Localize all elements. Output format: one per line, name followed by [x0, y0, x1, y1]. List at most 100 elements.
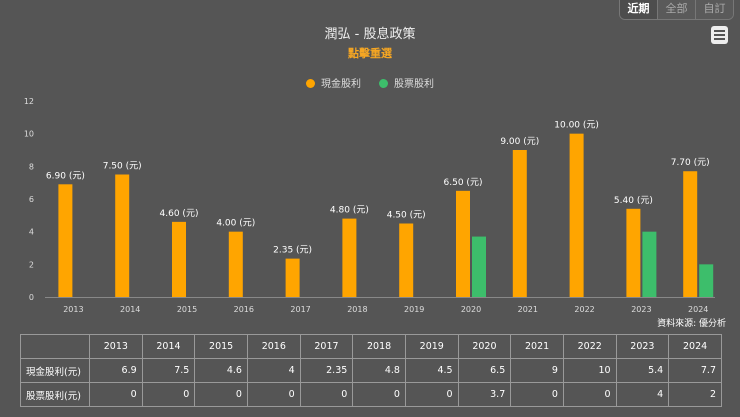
data-source: 資料來源: 優分析 — [657, 319, 726, 329]
column-header: 2018 — [352, 334, 406, 359]
cash-dividend-bar — [569, 133, 584, 297]
legend: 現金股利 股票股利 — [0, 75, 740, 90]
column-header: 2024 — [668, 334, 722, 359]
table-cell: 0 — [562, 382, 617, 407]
table-cell: 4.5 — [404, 358, 459, 383]
table-cell: 7.5 — [141, 358, 196, 383]
table-cell: 0 — [141, 382, 196, 407]
x-tick-label: 2024 — [688, 305, 708, 314]
table-cell: 3.7 — [457, 382, 512, 407]
table-cell: 6.9 — [89, 358, 143, 383]
data-label: 4.60 (元) — [160, 209, 199, 219]
stock-dividend-bar — [699, 264, 714, 297]
legend-label: 現金股利 — [321, 79, 361, 90]
table-row: 股票股利(元) 0 0 0 0 0 0 0 3.7 0 0 4 2 — [20, 382, 722, 407]
table-cell: 0 — [404, 382, 459, 407]
cash-dividend-bar — [626, 208, 641, 297]
y-tick-label: 12 — [24, 97, 34, 106]
hamburger-menu-icon[interactable] — [711, 26, 728, 44]
bar-chart: 0 2 4 6 8 10 12 2013 6.90 (元) 2014 7.50 (元) 2015 4.6… — [24, 97, 715, 314]
y-tick-label: 6 — [29, 195, 34, 204]
table-cell: 9 — [510, 358, 564, 383]
data-label: 4.00 (元) — [216, 219, 255, 229]
x-tick-label: 2018 — [347, 305, 367, 314]
legend-item-stock[interactable]: 股票股利 — [379, 75, 434, 90]
x-tick-label: 2017 — [290, 305, 310, 314]
table-cell: 4.6 — [194, 358, 248, 383]
table-cell: 5.4 — [615, 358, 670, 383]
column-header: 2015 — [194, 334, 248, 359]
cash-dividend-bar — [512, 150, 527, 297]
reselect-link[interactable]: 點擊重選 — [348, 47, 392, 60]
data-label: 7.70 (元) — [671, 158, 710, 168]
stock-dividend-bar — [642, 231, 657, 297]
data-table: 2013 2014 2015 2016 2017 2018 2019 2020 2021 2022… — [20, 334, 722, 407]
range-tabs: 近期 全部 自訂 — [619, 0, 734, 20]
column-header — [20, 334, 90, 359]
column-header: 2014 — [141, 334, 196, 359]
table-header-row: 2013 2014 2015 2016 2017 2018 2019 2020 2021 2022… — [20, 334, 722, 359]
cash-dividend-bar — [342, 218, 357, 297]
table-cell: 2 — [668, 382, 722, 407]
column-header: 2020 — [457, 334, 512, 359]
data-label: 9.00 (元) — [500, 137, 539, 147]
data-label: 6.90 (元) — [46, 171, 85, 181]
column-header: 2017 — [299, 334, 354, 359]
cash-dividend-bar — [683, 171, 698, 297]
legend-item-cash[interactable]: 現金股利 — [306, 75, 361, 90]
row-header: 股票股利(元) — [20, 382, 90, 407]
y-tick-label: 10 — [24, 130, 34, 139]
data-label: 10.00 (元) — [554, 121, 599, 131]
y-tick-label: 2 — [29, 260, 34, 269]
column-header: 2019 — [404, 334, 459, 359]
data-label: 5.40 (元) — [614, 196, 653, 206]
data-label: 6.50 (元) — [444, 178, 483, 188]
column-header: 2023 — [615, 334, 670, 359]
y-tick-label: 4 — [29, 228, 34, 237]
column-header: 2022 — [562, 334, 617, 359]
cash-dividend-bar — [115, 174, 130, 297]
table-cell: 10 — [562, 358, 617, 383]
y-tick-label: 8 — [29, 162, 34, 171]
data-label: 4.50 (元) — [387, 211, 426, 221]
table-cell: 6.5 — [457, 358, 512, 383]
row-header: 現金股利(元) — [20, 358, 90, 383]
x-tick-label: 2019 — [404, 305, 424, 314]
table-cell: 0 — [194, 382, 248, 407]
table-cell: 0 — [352, 382, 406, 407]
column-header: 2013 — [89, 334, 143, 359]
table-row: 現金股利(元) 6.9 7.5 4.6 4 2.35 4.8 4.5 6.5 9 10 5.4 7.7 — [20, 358, 722, 383]
legend-label: 股票股利 — [394, 79, 434, 90]
cash-dividend-bar — [285, 258, 300, 297]
x-tick-label: 2020 — [461, 305, 481, 314]
chart-title: 潤弘 - 股息政策 — [324, 27, 416, 42]
x-tick-label: 2015 — [177, 305, 197, 314]
cash-dividend-bar — [228, 231, 243, 297]
table-cell: 4 — [246, 358, 301, 383]
data-label: 4.80 (元) — [330, 206, 369, 216]
column-header: 2016 — [246, 334, 301, 359]
orange-dot-icon — [306, 79, 315, 88]
table-cell: 0 — [246, 382, 301, 407]
green-dot-icon — [379, 79, 388, 88]
data-label: 2.35 (元) — [273, 246, 312, 256]
x-tick-label: 2022 — [574, 305, 594, 314]
table-cell: 2.35 — [299, 358, 354, 383]
data-label: 7.50 (元) — [103, 162, 142, 172]
tab-all[interactable]: 全部 — [657, 0, 695, 19]
tab-custom[interactable]: 自訂 — [695, 0, 733, 19]
column-header: 2021 — [510, 334, 564, 359]
x-tick-label: 2021 — [518, 305, 538, 314]
cash-dividend-bar — [58, 184, 73, 297]
x-tick-label: 2014 — [120, 305, 140, 314]
cash-dividend-bar — [456, 190, 470, 297]
x-tick-label: 2023 — [631, 305, 651, 314]
cash-dividend-bar — [172, 221, 186, 297]
table-cell: 0 — [510, 382, 564, 407]
table-cell: 7.7 — [668, 358, 722, 383]
x-tick-label: 2013 — [63, 305, 83, 314]
x-tick-label: 2016 — [234, 305, 254, 314]
tab-recent[interactable]: 近期 — [620, 0, 657, 19]
stock-dividend-bar — [472, 236, 486, 297]
table-cell: 0 — [299, 382, 354, 407]
